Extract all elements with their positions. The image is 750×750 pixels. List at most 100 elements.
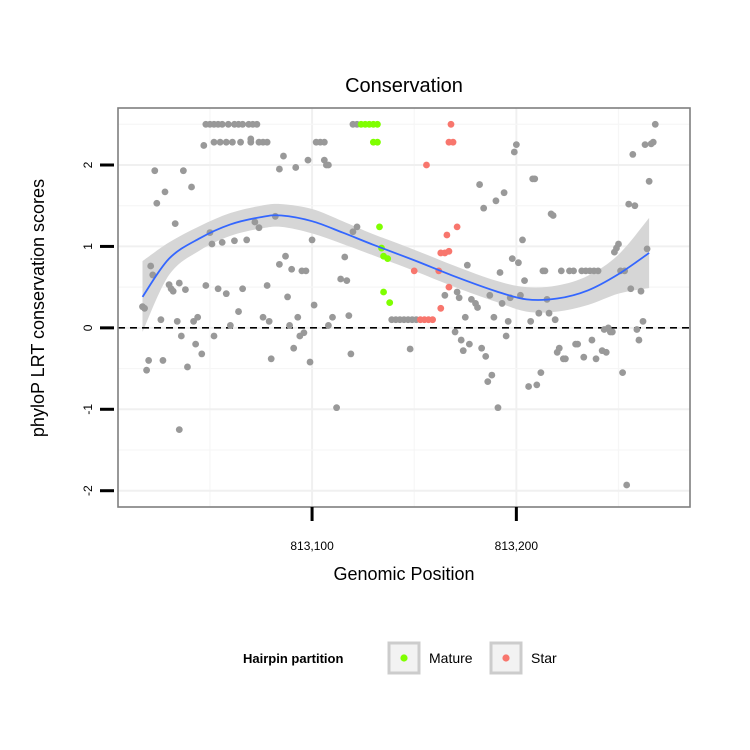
point-other xyxy=(549,212,557,219)
legend-label-mature: Mature xyxy=(429,650,473,666)
point-other xyxy=(192,340,200,348)
point-other xyxy=(337,275,345,283)
point-mature xyxy=(374,138,381,146)
legend-label-star: Star xyxy=(531,650,557,666)
point-other xyxy=(574,340,582,348)
point-other xyxy=(300,329,308,337)
point-other xyxy=(527,317,535,325)
point-other xyxy=(504,317,512,325)
point-other xyxy=(247,135,255,143)
point-other xyxy=(145,357,153,364)
point-other xyxy=(200,142,208,149)
point-other xyxy=(325,161,332,169)
point-other xyxy=(551,316,559,324)
point-other xyxy=(237,138,244,146)
panel-border xyxy=(117,107,691,508)
y-tick-label: -1 xyxy=(81,404,95,415)
point-other xyxy=(488,371,496,379)
point-other xyxy=(512,141,520,149)
point-other xyxy=(580,353,588,361)
point-other xyxy=(243,236,251,244)
point-other xyxy=(333,404,340,412)
point-other xyxy=(226,322,234,329)
point-mature xyxy=(376,223,383,231)
x-axis-label: Genomic Position xyxy=(333,564,474,584)
point-other xyxy=(455,294,463,302)
point-other xyxy=(224,120,232,128)
point-other xyxy=(310,301,318,309)
point-other xyxy=(592,355,600,363)
point-other xyxy=(474,304,481,311)
point-other xyxy=(625,200,633,208)
point-other xyxy=(280,152,287,160)
point-other xyxy=(484,378,492,385)
point-other xyxy=(329,313,336,321)
point-other xyxy=(286,322,293,329)
point-other xyxy=(290,344,298,352)
point-other xyxy=(461,313,469,321)
point-other xyxy=(218,120,226,128)
point-other xyxy=(202,282,210,289)
point-other xyxy=(173,317,181,325)
point-other xyxy=(508,255,516,263)
smooth-line xyxy=(141,214,650,301)
point-other xyxy=(141,304,148,312)
point-other xyxy=(406,345,414,353)
point-other xyxy=(231,237,238,245)
point-other xyxy=(496,269,504,276)
point-other xyxy=(451,328,459,336)
point-other xyxy=(641,141,649,149)
point-other xyxy=(341,253,349,261)
point-other xyxy=(218,238,226,246)
point-other xyxy=(210,332,218,340)
legend-key-star xyxy=(489,641,523,675)
point-other xyxy=(465,340,473,348)
point-other xyxy=(347,350,355,358)
point-other xyxy=(169,287,177,295)
point-star xyxy=(443,231,451,239)
point-other xyxy=(259,313,267,321)
point-other xyxy=(302,267,310,275)
point-other xyxy=(463,261,471,269)
point-other xyxy=(459,347,467,355)
point-other xyxy=(175,279,183,287)
point-other xyxy=(561,355,569,363)
point-other xyxy=(325,322,332,329)
plot-area xyxy=(117,107,691,508)
point-other xyxy=(288,265,296,273)
point-other xyxy=(517,291,524,299)
point-other xyxy=(251,218,259,226)
confidence-band xyxy=(142,203,650,332)
point-star xyxy=(429,316,436,324)
confidence-ribbon xyxy=(142,203,650,332)
point-other xyxy=(292,164,300,171)
point-other xyxy=(194,313,202,321)
point-star xyxy=(449,138,457,146)
point-other xyxy=(480,204,488,212)
point-other xyxy=(229,138,236,146)
point-other xyxy=(629,151,637,158)
point-other xyxy=(602,348,610,356)
point-other xyxy=(649,138,657,146)
point-other xyxy=(545,309,553,317)
point-other xyxy=(594,267,602,275)
point-other xyxy=(494,404,502,412)
point-star xyxy=(423,161,430,169)
panel-background xyxy=(118,108,690,507)
point-other xyxy=(184,363,191,371)
point-other xyxy=(557,267,565,275)
point-mature xyxy=(380,288,387,296)
point-other xyxy=(588,336,596,344)
point-other xyxy=(453,288,461,296)
point-other xyxy=(267,355,275,363)
legend: Hairpin partition Mature Star xyxy=(243,641,557,675)
point-other xyxy=(143,366,151,374)
point-other xyxy=(537,369,545,377)
point-other xyxy=(627,285,635,293)
point-other xyxy=(175,426,183,434)
x-axis: 813,100 813,200 xyxy=(290,507,538,553)
point-other xyxy=(284,293,291,301)
point-other xyxy=(349,228,357,236)
point-other xyxy=(208,240,216,248)
point-other xyxy=(182,286,189,293)
